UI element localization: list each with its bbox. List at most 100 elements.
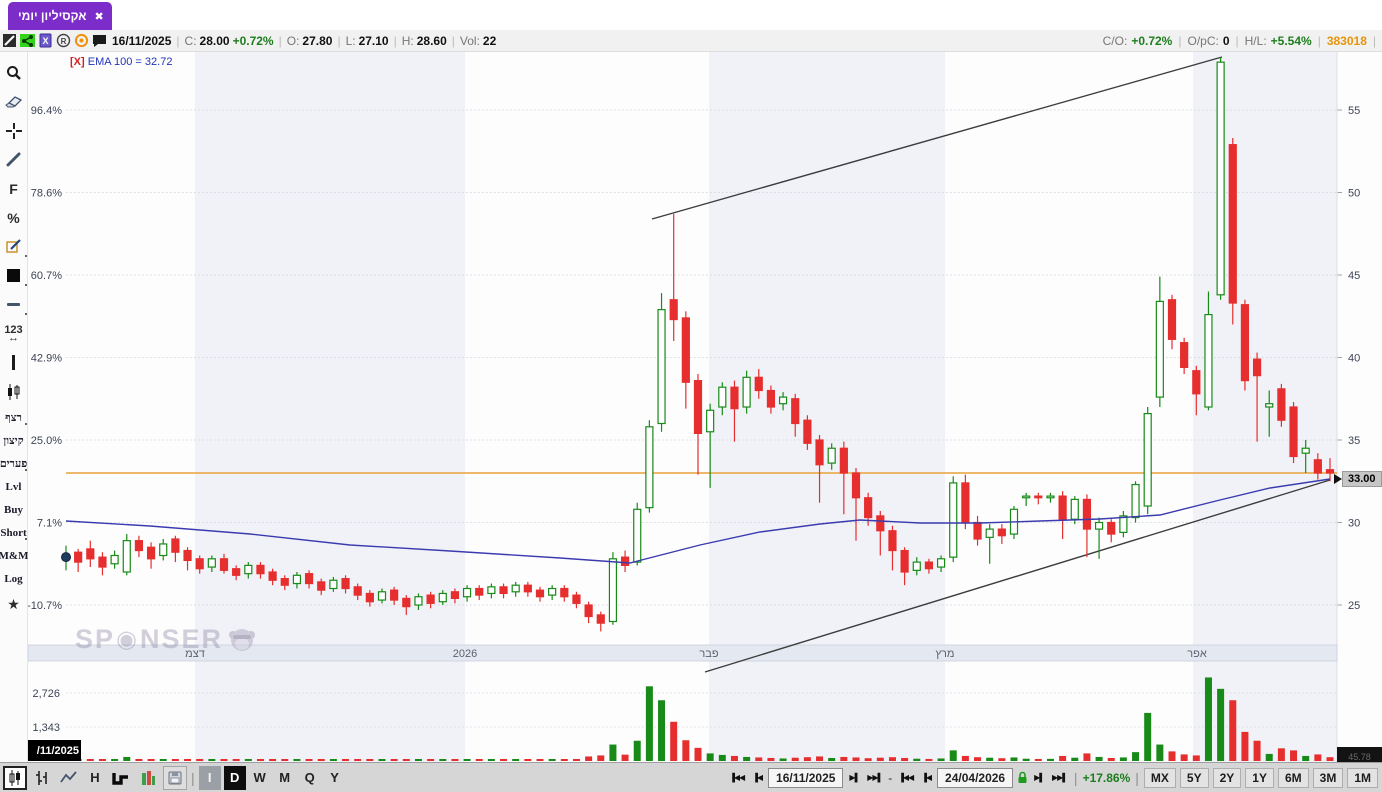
price-arrow-icon: [1334, 474, 1342, 484]
save-layout-button[interactable]: [163, 765, 187, 790]
range-max-button[interactable]: MX: [1143, 767, 1176, 788]
svg-text:דצמ: דצמ: [185, 648, 205, 660]
info-bar: X R 16/11/2025 | C: 28.00 +0.72% | O: 27…: [0, 30, 1382, 52]
sidebar-item-short[interactable]: Short: [0, 521, 28, 544]
svg-text:78.6%: 78.6%: [31, 188, 62, 200]
info-bar-left: X R 16/11/2025 | C: 28.00 +0.72% | O: 27…: [0, 33, 496, 48]
hl-label: H/L:: [1244, 33, 1267, 48]
heikin-ashi-button[interactable]: H: [90, 770, 100, 785]
yearly-button[interactable]: Y: [330, 770, 339, 785]
measure-tool[interactable]: 123 ↔: [4, 323, 23, 344]
svg-text:45: 45: [1348, 270, 1360, 282]
sidebar-item-buy[interactable]: Buy: [4, 503, 23, 516]
sidebar-item-lvl[interactable]: Lvl: [5, 480, 22, 493]
sponser-watermark: SP ◉ NSER: [75, 624, 257, 655]
ohlc-bars-button[interactable]: [30, 766, 54, 790]
tab-bar: אקסיליון יומי ✖: [0, 0, 1382, 30]
target-icon[interactable]: [74, 33, 89, 48]
range-change-percent: +17.86%: [1082, 770, 1131, 785]
tab-axcelion-daily[interactable]: אקסיליון יומי ✖: [8, 2, 112, 30]
date-to-button[interactable]: 24/04/2026: [937, 767, 1014, 788]
filled-box-tool[interactable]: [0, 261, 28, 290]
crosshair-icon[interactable]: [0, 116, 28, 145]
candlestick-chart-button[interactable]: [3, 765, 27, 790]
range-2y-button[interactable]: 2Y: [1212, 767, 1242, 788]
prev-date-button[interactable]: ▐◀: [752, 773, 763, 782]
excel-export-icon[interactable]: X: [38, 33, 53, 48]
separator: |: [1178, 33, 1182, 48]
tab-close-icon[interactable]: ✖: [94, 10, 104, 23]
sidebar-item-pearim[interactable]: פערים: [0, 452, 28, 475]
co-value: +0.72%: [1131, 33, 1173, 48]
monthly-button[interactable]: M: [279, 770, 291, 785]
sidebar-item-kitzon[interactable]: קיצון: [3, 434, 24, 447]
range-1m-button[interactable]: 1M: [1347, 767, 1378, 788]
quarterly-button[interactable]: Q: [304, 770, 315, 785]
vertical-line-tool[interactable]: [0, 348, 28, 377]
registered-icon[interactable]: R: [56, 33, 71, 48]
separator: |: [451, 33, 455, 48]
line-chart-button[interactable]: [57, 766, 81, 790]
sidebar-item-log[interactable]: Log: [4, 572, 23, 585]
lock-icon[interactable]: [1017, 771, 1028, 784]
svg-text:30: 30: [1348, 518, 1360, 530]
horizontal-line-tool[interactable]: [0, 290, 28, 319]
svg-text:1,343: 1,343: [32, 722, 60, 734]
draw-tool-icon[interactable]: [2, 33, 17, 48]
separator: |: [337, 33, 341, 48]
chart-area[interactable]: 55 96.4% 50 78.6% 45 60.7% 40 42.9% 35 25.0% 30 7.1…: [28, 52, 1382, 762]
svg-text:X: X: [42, 36, 48, 46]
prev-date-to-button[interactable]: ▐◀: [921, 773, 932, 782]
last-date-to-button[interactable]: ▶▶▌: [1051, 773, 1068, 782]
bottom-toolbar: H | I D W M Q Y ▐◀◀ ▐◀ 16/11/2025 ▶▌ ▶▶▌…: [0, 762, 1382, 792]
opc-value: 0: [1222, 33, 1230, 48]
co-label: C/O:: [1102, 33, 1128, 48]
first-date-button[interactable]: ▐◀◀: [729, 773, 745, 782]
search-icon[interactable]: [0, 58, 28, 87]
tab-title: אקסיליון יומי: [18, 9, 87, 23]
range-1y-button[interactable]: 1Y: [1245, 767, 1274, 788]
crosshair-date-tag: /11/2025: [28, 740, 81, 761]
intraday-button[interactable]: I: [198, 765, 221, 790]
percent-tool[interactable]: %: [7, 209, 20, 226]
chart-canvas[interactable]: 55 96.4% 50 78.6% 45 60.7% 40 42.9% 35 25.0% 30 7.1…: [28, 52, 1382, 762]
svg-text:פבר: פבר: [699, 648, 718, 660]
volume-bars-button[interactable]: [136, 766, 160, 790]
first-date-to-button[interactable]: ▐◀◀: [898, 773, 914, 782]
next-date-to-button[interactable]: ▶▌: [1034, 773, 1045, 782]
ema-legend: [X] EMA 100 = 32.72: [70, 56, 172, 68]
trendline-tool-icon[interactable]: [0, 145, 28, 174]
candle-pattern-tool[interactable]: [0, 377, 28, 406]
favorites-star-icon[interactable]: ★: [7, 596, 20, 612]
svg-text:50: 50: [1348, 188, 1360, 200]
separator: |: [191, 769, 195, 786]
fibonacci-tool[interactable]: F: [9, 180, 18, 197]
weekly-button[interactable]: W: [253, 770, 266, 785]
date-from-button[interactable]: 16/11/2025: [768, 767, 844, 788]
next-date-button[interactable]: ▶▌: [849, 773, 860, 782]
range-3m-button[interactable]: 3M: [1312, 767, 1344, 788]
svg-text:25.0%: 25.0%: [31, 435, 62, 447]
low-value: 27.10: [358, 33, 389, 48]
daily-button[interactable]: D: [223, 765, 246, 790]
low-label: L:: [345, 33, 356, 48]
svg-text:35: 35: [1348, 435, 1360, 447]
opc-label: O/pC:: [1187, 33, 1219, 48]
annotate-icon[interactable]: [0, 232, 28, 261]
hl-value: +5.54%: [1270, 33, 1312, 48]
share-icon[interactable]: [20, 33, 35, 48]
volume-value: 22: [482, 33, 497, 48]
legend-remove-icon[interactable]: [X]: [70, 56, 85, 68]
range-5y-button[interactable]: 5Y: [1179, 767, 1209, 788]
range-6m-button[interactable]: 6M: [1277, 767, 1309, 788]
eraser-icon[interactable]: [0, 87, 28, 116]
separator: |: [176, 33, 180, 48]
comment-icon[interactable]: [92, 33, 107, 48]
step-chart-button[interactable]: [109, 766, 133, 790]
sidebar-item-mm[interactable]: M&M: [0, 549, 29, 562]
last-date-button[interactable]: ▶▶▌: [867, 773, 883, 782]
corner-value-tag: 45.78: [1337, 747, 1382, 762]
sidebar-item-retzef[interactable]: רצף: [0, 406, 28, 429]
volume-label: Vol:: [459, 33, 480, 48]
date-range-toolbar: ▐◀◀ ▐◀ 16/11/2025 ▶▌ ▶▶▌ - ▐◀◀ ▐◀ 24/04/…: [727, 767, 1382, 788]
